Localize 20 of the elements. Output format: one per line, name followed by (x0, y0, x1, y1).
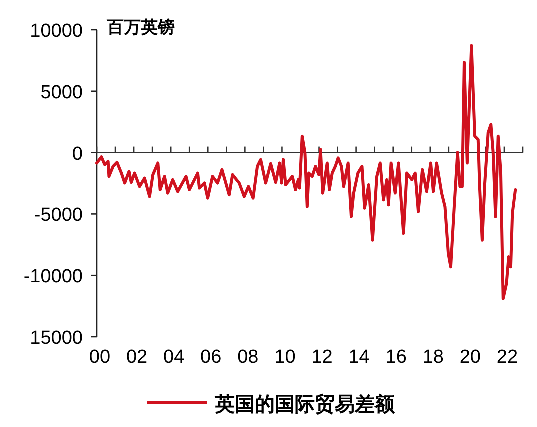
y-tick-label: 0 (72, 144, 83, 165)
x-tick-label: 22 (496, 347, 518, 368)
y-tick-label: -10000 (24, 266, 83, 288)
y-tick-label: 10000 (30, 21, 83, 42)
x-tick-label: 08 (238, 347, 259, 368)
y-tick-label: 5000 (40, 82, 83, 104)
x-tick-label: 18 (422, 347, 444, 368)
x-tick-label: 16 (386, 347, 407, 368)
x-tick-label: 10 (274, 347, 296, 368)
x-tick-label: 14 (348, 347, 370, 368)
y-tick-label: 15000 (30, 328, 83, 349)
x-tick-label: 12 (312, 347, 333, 368)
x-tick-label: 04 (164, 347, 186, 368)
y-tick-label: -5000 (34, 205, 83, 226)
x-tick-label: 02 (126, 347, 148, 368)
x-tick-label: 20 (460, 347, 482, 368)
x-tick-label: 06 (200, 347, 222, 368)
x-tick-label: 00 (89, 347, 111, 368)
y-axis-title: 百万英镑 (106, 18, 175, 37)
legend-label: 英国的国际贸易差额 (214, 393, 396, 416)
